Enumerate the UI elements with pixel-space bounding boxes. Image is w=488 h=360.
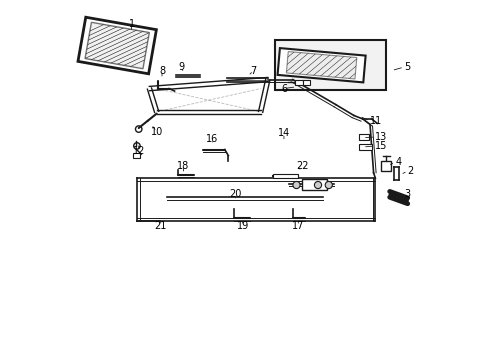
Polygon shape <box>78 17 156 74</box>
Circle shape <box>325 181 332 189</box>
Text: 20: 20 <box>229 189 241 199</box>
Text: 7: 7 <box>250 66 256 76</box>
Bar <box>359 134 368 140</box>
Bar <box>274 40 386 90</box>
Text: 8: 8 <box>159 66 165 76</box>
Text: 19: 19 <box>236 221 248 231</box>
Polygon shape <box>277 48 365 82</box>
Text: 13: 13 <box>375 132 387 142</box>
Text: 11: 11 <box>369 116 382 126</box>
Polygon shape <box>85 22 149 69</box>
Bar <box>294 80 302 85</box>
Text: 18: 18 <box>177 161 189 171</box>
Text: 1: 1 <box>128 19 134 29</box>
Text: 14: 14 <box>277 129 289 138</box>
Text: 22: 22 <box>296 161 308 171</box>
Text: 16: 16 <box>205 134 218 144</box>
Bar <box>359 144 371 149</box>
Polygon shape <box>286 51 356 79</box>
Text: 2: 2 <box>407 166 413 176</box>
Text: 3: 3 <box>403 189 409 199</box>
Text: 21: 21 <box>154 221 166 231</box>
Bar <box>132 153 140 158</box>
Text: 17: 17 <box>291 221 304 231</box>
Text: 9: 9 <box>178 62 184 72</box>
Circle shape <box>314 181 321 189</box>
Bar <box>273 174 298 178</box>
Text: 12: 12 <box>132 146 144 156</box>
Bar <box>301 179 326 190</box>
Text: 15: 15 <box>375 141 387 151</box>
Text: 10: 10 <box>150 127 163 136</box>
Bar <box>302 80 310 85</box>
Text: 4: 4 <box>394 157 401 167</box>
Text: 6: 6 <box>280 84 286 94</box>
Circle shape <box>292 181 300 189</box>
Bar <box>380 161 390 171</box>
Text: 5: 5 <box>403 62 409 72</box>
